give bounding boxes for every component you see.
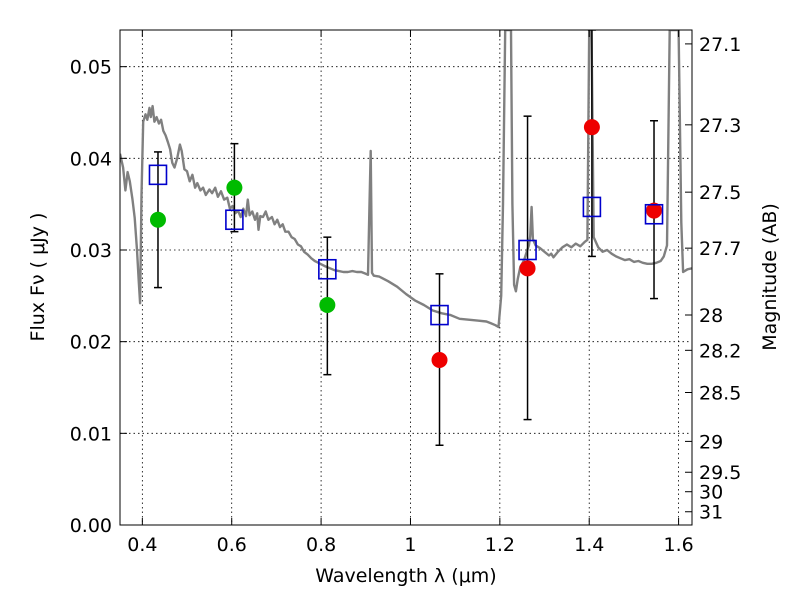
y-axis-label: Flux Fν ( μJy )	[27, 213, 49, 342]
sed-spectrum-line	[120, 30, 692, 329]
x-tick-label: 0.4	[127, 534, 157, 556]
red-observed-point	[431, 352, 448, 368]
x-tick-label: 0.8	[306, 534, 336, 556]
mag-tick-label: 27.5	[699, 182, 741, 204]
mag-tick-label: 28.2	[699, 340, 741, 362]
model-flux-square	[644, 203, 664, 225]
model-flux-square	[148, 164, 168, 186]
mag-tick-label: 27.7	[699, 238, 741, 260]
green-observed-point	[226, 179, 243, 196]
x-axis-label: Wavelength λ (μm)	[315, 565, 496, 587]
model-flux-square	[225, 209, 244, 231]
y-tick-label: 0.05	[70, 57, 112, 79]
red-observed-point	[583, 119, 600, 136]
plot-frame	[119, 29, 693, 526]
plot-area	[120, 30, 692, 446]
mag-tick-label: 29.5	[699, 462, 741, 484]
x-tick-label: 1.2	[485, 534, 515, 556]
y-tick-label: 0.03	[70, 240, 112, 262]
x-tick-label: 1	[404, 534, 416, 556]
mag-tick-label: 31	[699, 502, 723, 524]
axes-ticks: 0.4 0.6 0.8 1 1.2 1.4 1.6 0.00 0.01 0.02 0.03 0.04 0…	[70, 30, 741, 556]
y-tick-label: 0.00	[70, 515, 112, 537]
green-observed-point	[319, 297, 336, 313]
green-observed-point	[149, 211, 166, 228]
mag-tick-label: 29	[699, 431, 723, 453]
mag-tick-label: 28.5	[699, 382, 741, 404]
red-observed-point	[519, 260, 536, 277]
red-observed-point	[646, 202, 663, 219]
y-tick-label: 0.01	[70, 423, 112, 445]
mag-tick-label: 30	[699, 482, 723, 504]
mag-tick-label: 27.1	[699, 34, 741, 56]
mag-tick-label: 28	[699, 305, 723, 327]
model-flux-square	[430, 304, 449, 326]
mag-tick-label: 27.3	[699, 115, 741, 137]
x-tick-label: 1.4	[574, 534, 604, 556]
y-tick-label: 0.02	[70, 332, 112, 354]
model-flux-square	[518, 239, 537, 261]
x-tick-label: 0.6	[217, 534, 247, 556]
y-tick-label: 0.04	[70, 148, 112, 170]
model-flux-square	[318, 258, 337, 280]
model-flux-square	[582, 196, 602, 218]
grid	[120, 30, 692, 526]
x-tick-label: 1.6	[663, 534, 693, 556]
right-axis-label: Magnitude (AB)	[759, 203, 781, 351]
